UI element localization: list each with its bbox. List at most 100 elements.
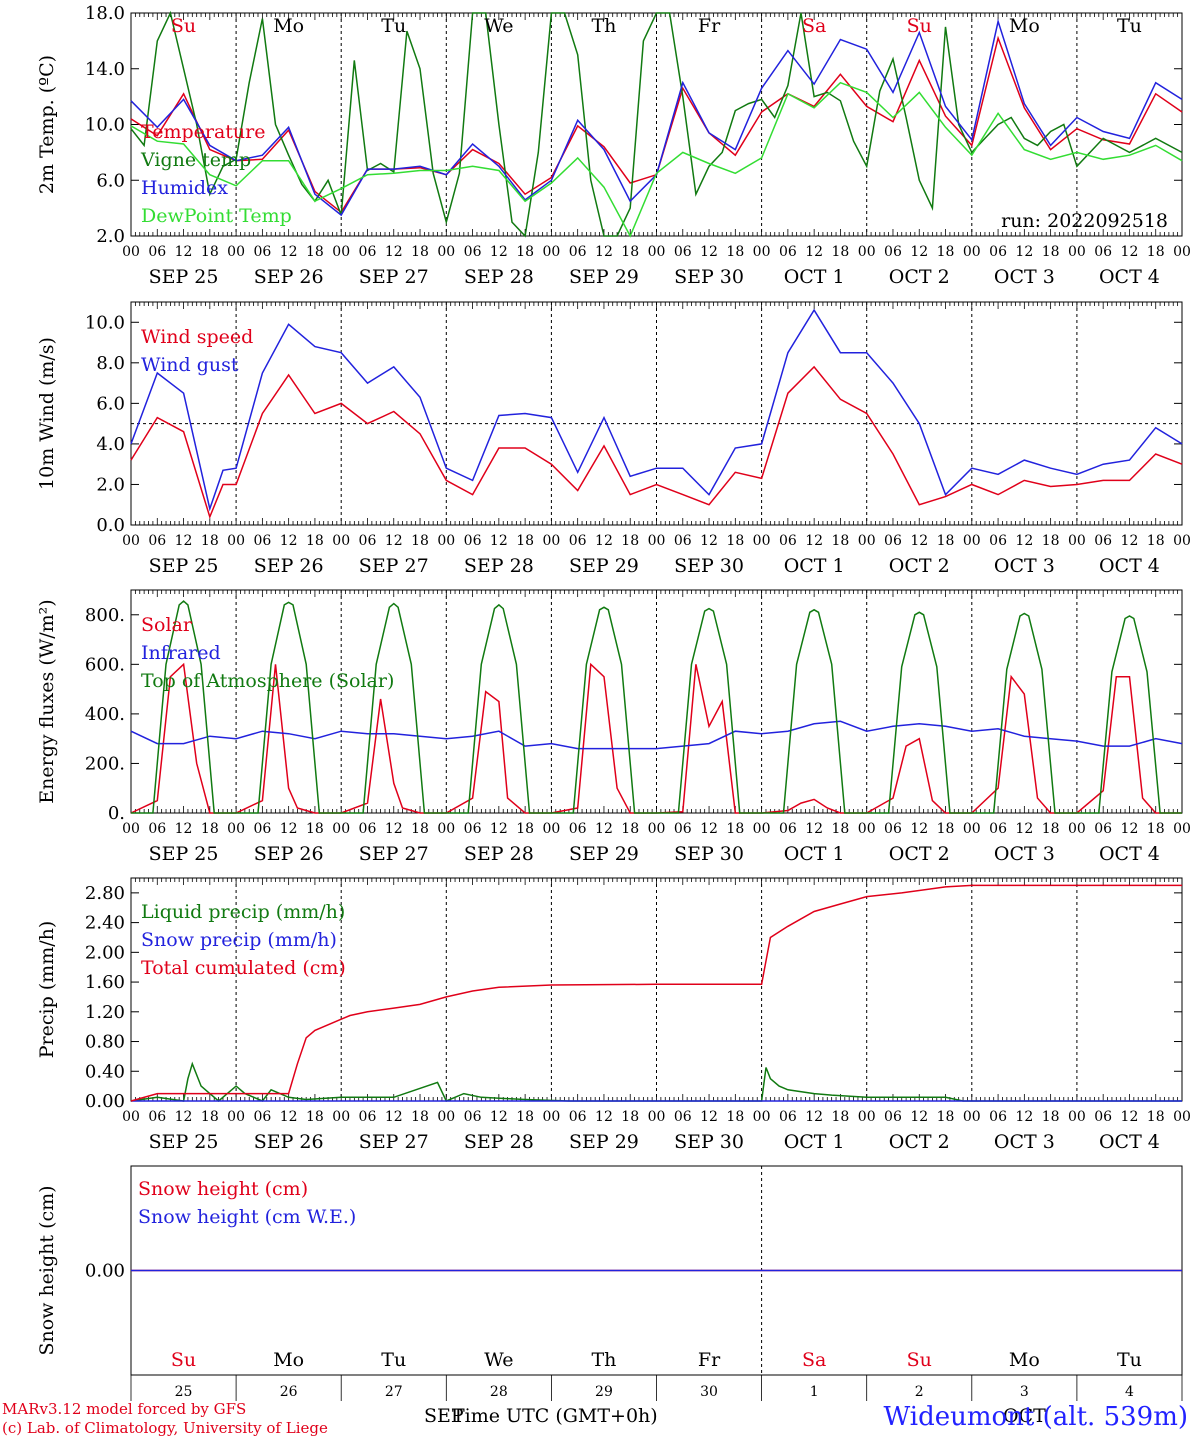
y-axis-label: Precip (mm/h) [36, 921, 58, 1059]
hour-label: 18 [411, 821, 429, 837]
hour-label: 18 [832, 821, 850, 837]
hour-label: 12 [1015, 1109, 1033, 1125]
hour-label: 18 [832, 1109, 850, 1125]
hour-label: 06 [779, 821, 797, 837]
hour-label: 06 [1094, 533, 1112, 549]
credit-lab: (c) Lab. of Climatology, University of L… [2, 1419, 328, 1437]
date-label: SEP 27 [359, 1131, 429, 1153]
hour-label: 18 [832, 533, 850, 549]
date-label: SEP 30 [674, 843, 744, 865]
hour-label: 00 [1173, 244, 1191, 260]
hour-label: 06 [989, 821, 1007, 837]
date-label: OCT 3 [994, 843, 1055, 865]
hour-label: 00 [437, 821, 455, 837]
day-name-label: Su [907, 15, 932, 37]
hour-label: 06 [359, 821, 377, 837]
hour-label: 12 [385, 533, 403, 549]
date-label: SEP 30 [674, 1131, 744, 1153]
hour-label: 00 [648, 821, 666, 837]
hour-label: 18 [201, 244, 219, 260]
hour-label: 00 [1173, 821, 1191, 837]
hour-label: 00 [437, 244, 455, 260]
series-line-wind-gust [130, 308, 1183, 512]
hour-label: 06 [1094, 821, 1112, 837]
date-label: SEP 26 [254, 266, 324, 288]
hour-label: 12 [595, 244, 613, 260]
hour-label: 12 [805, 821, 823, 837]
day-name-label: We [484, 1349, 513, 1371]
hour-label: 00 [332, 533, 350, 549]
hour-label: 12 [700, 821, 718, 837]
hour-label: 12 [700, 1109, 718, 1125]
day-name-label: Fr [698, 15, 721, 37]
hour-label: 06 [674, 244, 692, 260]
hour-label: 00 [1068, 244, 1086, 260]
date-label: SEP 25 [149, 1131, 219, 1153]
series-line-dewpoint-temp [130, 81, 1183, 238]
hour-label: 00 [122, 821, 140, 837]
day-number-label: 28 [490, 1384, 508, 1400]
hour-label: 12 [175, 1109, 193, 1125]
day-name-label: Tu [1117, 1349, 1142, 1371]
hour-label: 00 [542, 244, 560, 260]
hour-label: 12 [280, 1109, 298, 1125]
hour-label: 18 [516, 1109, 534, 1125]
hour-label: 12 [595, 533, 613, 549]
series-line-liquid-precip-mm-h- [130, 1061, 1182, 1102]
date-label: SEP 30 [674, 266, 744, 288]
date-label: OCT 4 [1099, 1131, 1160, 1153]
day-name-label: Fr [698, 1349, 721, 1371]
hour-label: 06 [464, 244, 482, 260]
hour-label: 00 [753, 533, 771, 549]
hour-label: 18 [1042, 244, 1060, 260]
hour-label: 18 [726, 533, 744, 549]
run-label: run: 2022092518 [1001, 210, 1168, 232]
legend-entry: Infrared [141, 642, 221, 664]
hour-label: 06 [464, 821, 482, 837]
day-name-label: Mo [273, 15, 304, 37]
day-name-label: Mo [273, 1349, 304, 1371]
series-line-infrared [130, 720, 1183, 750]
hour-label: 18 [937, 821, 955, 837]
date-label: SEP 28 [464, 1131, 534, 1153]
hour-label: 12 [175, 533, 193, 549]
hour-label: 00 [542, 821, 560, 837]
hour-label: 00 [227, 1109, 245, 1125]
date-label: SEP 26 [254, 843, 324, 865]
y-axis-label: 10m Wind (m/s) [36, 337, 58, 490]
hour-label: 18 [516, 821, 534, 837]
hour-label: 18 [411, 244, 429, 260]
x-axis-title: Time UTC (GMT+0h) [452, 1405, 658, 1427]
y-tick-label: 8.0 [96, 353, 125, 374]
hour-label: 00 [227, 533, 245, 549]
hour-label: 00 [542, 1109, 560, 1125]
y-tick-label: 2.00 [85, 942, 125, 963]
legend-entry: Temperature [141, 121, 265, 143]
date-label: SEP 26 [254, 555, 324, 577]
hour-label: 06 [989, 244, 1007, 260]
hour-label: 18 [201, 1109, 219, 1125]
date-label: OCT 4 [1099, 843, 1160, 865]
y-tick-label: 10.0 [85, 312, 125, 333]
hour-label: 00 [122, 1109, 140, 1125]
day-number-label: 30 [700, 1384, 718, 1400]
hour-label: 06 [989, 533, 1007, 549]
hour-label: 12 [805, 1109, 823, 1125]
hour-label: 12 [1121, 244, 1139, 260]
date-label: OCT 1 [784, 843, 845, 865]
hour-label: 12 [280, 244, 298, 260]
hour-label: 18 [726, 1109, 744, 1125]
date-label: SEP 29 [569, 1131, 639, 1153]
hour-label: 00 [858, 1109, 876, 1125]
hour-label: 18 [726, 821, 744, 837]
day-number-label: 25 [175, 1384, 193, 1400]
hour-label: 06 [569, 821, 587, 837]
hour-label: 12 [175, 244, 193, 260]
hour-label: 12 [1015, 244, 1033, 260]
date-label: OCT 1 [784, 1131, 845, 1153]
hour-label: 00 [858, 244, 876, 260]
hour-label: 18 [411, 533, 429, 549]
hour-label: 12 [175, 821, 193, 837]
y-axis-label: 2m Temp. (ºC) [36, 55, 58, 194]
hour-label: 12 [490, 244, 508, 260]
